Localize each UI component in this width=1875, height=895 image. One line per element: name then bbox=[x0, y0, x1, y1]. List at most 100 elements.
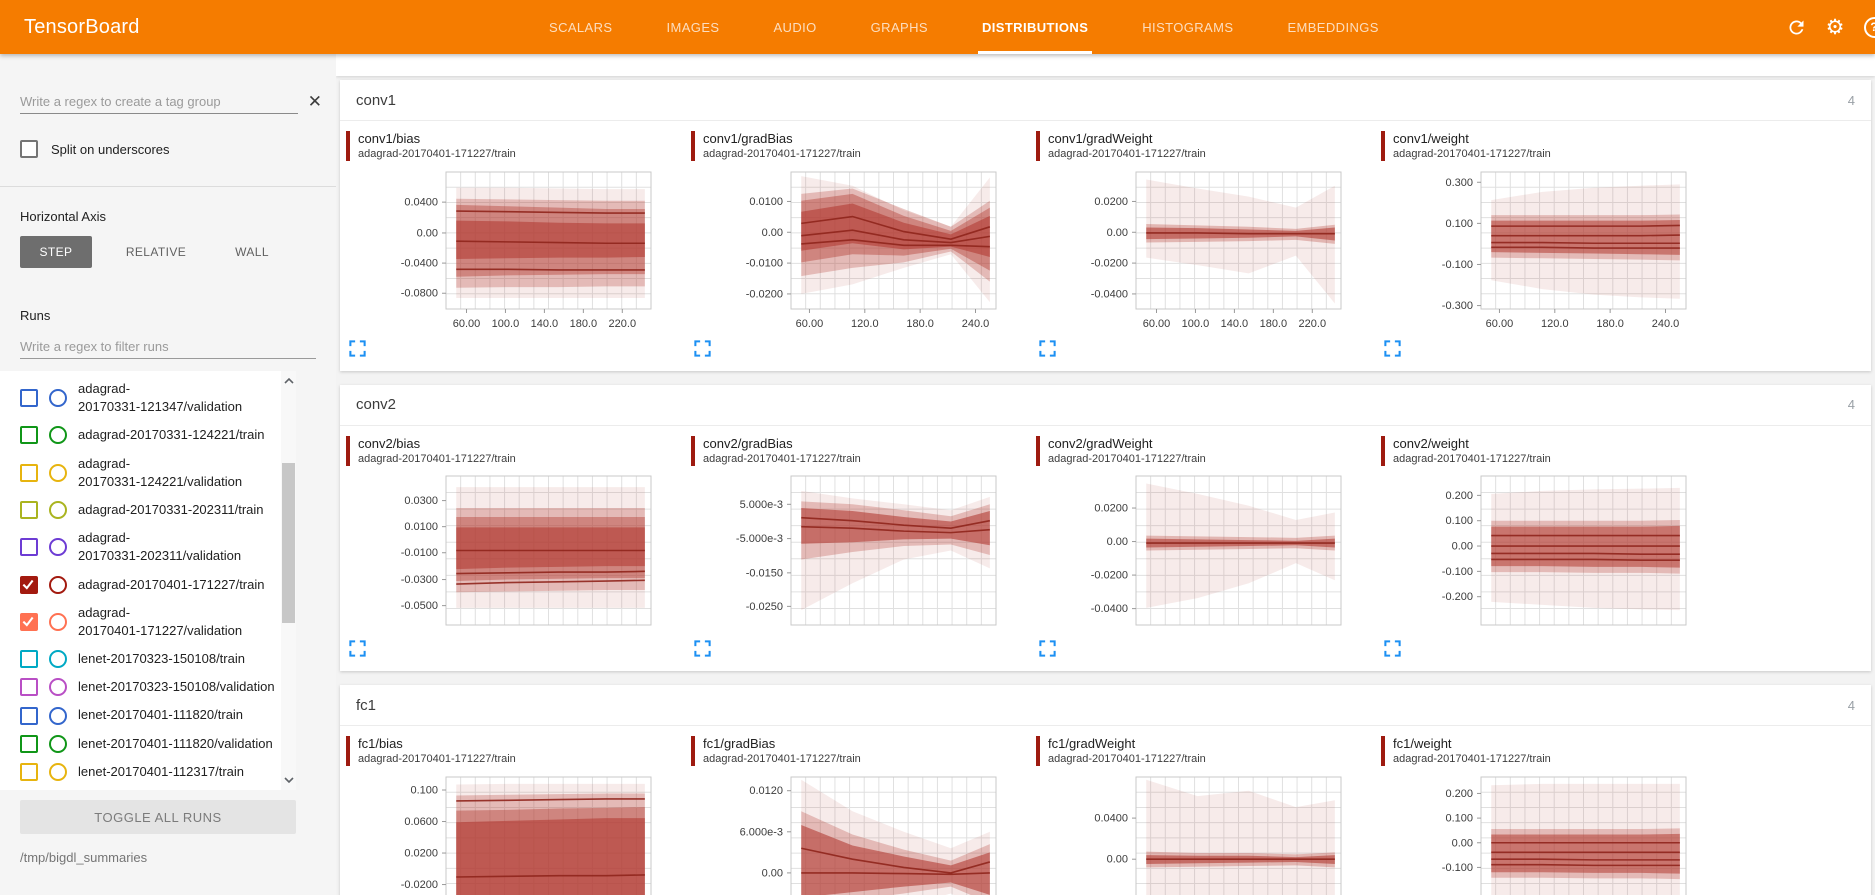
run-checkbox[interactable] bbox=[20, 538, 38, 557]
run-label: lenet-20170401-111820/train bbox=[78, 707, 244, 723]
run-checkbox[interactable] bbox=[20, 706, 38, 725]
expand-icon[interactable] bbox=[348, 339, 368, 359]
run-radio[interactable] bbox=[49, 501, 67, 520]
nav-tab-label: HISTOGRAMS bbox=[1142, 19, 1234, 35]
svg-text:0.200: 0.200 bbox=[1445, 490, 1473, 502]
nav-tab[interactable]: SCALARS bbox=[545, 0, 617, 54]
distribution-plot[interactable]: 0.0200 0.00 -0.0200 -0.0400 60.00 100.0 140.0 1… bbox=[1036, 166, 1366, 333]
svg-text:180.0: 180.0 bbox=[570, 318, 598, 330]
run-checkbox[interactable] bbox=[20, 463, 38, 482]
run-list-item[interactable]: adagrad- 20170331-124221/validation bbox=[20, 450, 296, 496]
distribution-chart: conv1/gradWeight adagrad-20170401-171227… bbox=[1036, 131, 1381, 367]
svg-text:-0.0500: -0.0500 bbox=[401, 600, 438, 612]
run-radio[interactable] bbox=[49, 389, 67, 408]
expand-icon[interactable] bbox=[1038, 639, 1058, 659]
run-radio[interactable] bbox=[49, 706, 67, 725]
axis-button-relative[interactable]: RELATIVE bbox=[125, 245, 187, 259]
nav-tab[interactable]: DISTRIBUTIONS bbox=[977, 0, 1093, 54]
run-list-item[interactable]: lenet-20170323-150108/train bbox=[20, 645, 296, 673]
distribution-plot[interactable]: 5.000e-3 -5.000e-3 -0.0150 -0.0250 bbox=[691, 470, 1021, 633]
run-radio[interactable] bbox=[49, 678, 67, 697]
distribution-plot[interactable]: 0.100 0.0600 0.0200 -0.0200 bbox=[346, 771, 676, 895]
axis-button-step[interactable]: STEP bbox=[20, 236, 92, 268]
run-list-item[interactable]: adagrad- 20170331-121347/validation bbox=[20, 375, 296, 421]
distribution-plot[interactable]: 0.0400 0.00 -0.0400 -0.0800 60.00 100.0 140.0 1… bbox=[346, 166, 676, 333]
tag-regex-input[interactable] bbox=[20, 90, 298, 114]
svg-text:-0.0200: -0.0200 bbox=[746, 288, 783, 300]
expand-icon[interactable] bbox=[1383, 639, 1403, 659]
run-checkbox[interactable] bbox=[20, 501, 38, 520]
runs-scrollbar[interactable] bbox=[281, 371, 296, 790]
toggle-all-runs-button[interactable]: TOGGLE ALL RUNS bbox=[20, 800, 296, 834]
svg-text:-0.0100: -0.0100 bbox=[401, 547, 438, 559]
close-icon[interactable]: ✕ bbox=[307, 92, 322, 111]
svg-text:0.0600: 0.0600 bbox=[404, 816, 438, 828]
distribution-plot[interactable]: 0.200 0.100 0.00 -0.100 bbox=[1381, 771, 1711, 895]
run-list-item[interactable]: adagrad- 20170331-202311/validation bbox=[20, 524, 296, 570]
nav-tab-label: SCALARS bbox=[549, 19, 613, 35]
run-list-item[interactable]: lenet-20170401-112317/validation bbox=[20, 786, 296, 790]
distribution-plot[interactable]: 0.300 0.100 -0.100 -0.300 60.00 120.0 180.0 240… bbox=[1381, 166, 1711, 333]
distribution-chart: conv1/gradBias adagrad-20170401-171227/t… bbox=[691, 131, 1036, 367]
nav-tab[interactable]: IMAGES bbox=[663, 0, 724, 54]
run-checkbox[interactable] bbox=[20, 389, 38, 408]
distribution-plot[interactable]: 0.0200 0.00 -0.0200 -0.0400 bbox=[1036, 470, 1366, 633]
scroll-down-icon[interactable] bbox=[281, 772, 296, 788]
run-radio[interactable] bbox=[49, 734, 67, 753]
run-list-item[interactable]: adagrad- 20170401-171227/validation bbox=[20, 599, 296, 645]
help-icon[interactable]: ? bbox=[1863, 16, 1875, 38]
split-underscores-checkbox[interactable] bbox=[20, 140, 38, 158]
run-label: lenet-20170401-111820/validation bbox=[78, 735, 273, 751]
nav-tab[interactable]: EMBEDDINGS bbox=[1283, 0, 1382, 54]
nav-tab[interactable]: AUDIO bbox=[769, 0, 820, 54]
run-radio[interactable] bbox=[49, 575, 67, 594]
run-checkbox[interactable] bbox=[20, 426, 38, 445]
run-checkbox[interactable] bbox=[20, 678, 38, 697]
run-color-bar bbox=[691, 131, 695, 161]
run-radio[interactable] bbox=[49, 426, 67, 445]
expand-icon[interactable] bbox=[693, 639, 713, 659]
expand-icon[interactable] bbox=[1038, 339, 1058, 359]
run-checkbox[interactable] bbox=[20, 575, 38, 594]
scrollbar-thumb[interactable] bbox=[282, 463, 295, 623]
section-header[interactable]: conv1 4 bbox=[340, 80, 1871, 121]
run-list-item[interactable]: adagrad-20170331-124221/train bbox=[20, 421, 296, 449]
run-radio[interactable] bbox=[49, 538, 67, 557]
run-checkbox[interactable] bbox=[20, 650, 38, 669]
svg-text:-0.0400: -0.0400 bbox=[1091, 603, 1128, 615]
nav-tab[interactable]: HISTOGRAMS bbox=[1138, 0, 1237, 54]
run-radio[interactable] bbox=[49, 762, 67, 781]
run-list-item[interactable]: lenet-20170401-111820/validation bbox=[20, 730, 296, 758]
run-radio[interactable] bbox=[49, 612, 67, 631]
runs-filter-input[interactable] bbox=[20, 335, 316, 359]
expand-icon[interactable] bbox=[348, 639, 368, 659]
run-checkbox[interactable] bbox=[20, 612, 38, 631]
run-checkbox[interactable] bbox=[20, 762, 38, 781]
distribution-plot[interactable]: 0.0300 0.0100 -0.0100 -0.0300 -0.0500 bbox=[346, 470, 676, 633]
distribution-plot[interactable]: 0.0100 0.00 -0.0100 -0.0200 60.00 120.0 180.0 2… bbox=[691, 166, 1021, 333]
split-underscores-row[interactable]: Split on underscores bbox=[20, 140, 316, 158]
run-list-item[interactable]: lenet-20170401-112317/train bbox=[20, 758, 296, 786]
run-radio[interactable] bbox=[49, 650, 67, 669]
distribution-plot[interactable]: 0.0120 6.000e-3 0.00 bbox=[691, 771, 1021, 895]
svg-text:0.200: 0.200 bbox=[1445, 788, 1473, 800]
run-list-item[interactable]: lenet-20170323-150108/validation bbox=[20, 673, 296, 701]
distribution-chart: conv1/bias adagrad-20170401-171227/train… bbox=[346, 131, 691, 367]
section-header[interactable]: fc1 4 bbox=[340, 685, 1871, 727]
run-radio[interactable] bbox=[49, 463, 67, 482]
run-list-item[interactable]: adagrad-20170401-171227/train bbox=[20, 571, 296, 599]
axis-button-wall[interactable]: WALL bbox=[235, 245, 269, 259]
section-header[interactable]: conv2 4 bbox=[340, 385, 1871, 426]
check-icon bbox=[22, 579, 34, 590]
expand-icon[interactable] bbox=[693, 339, 713, 359]
expand-icon[interactable] bbox=[1383, 339, 1403, 359]
nav-tab[interactable]: GRAPHS bbox=[867, 0, 932, 54]
run-list-item[interactable]: lenet-20170401-111820/train bbox=[20, 701, 296, 729]
run-checkbox[interactable] bbox=[20, 734, 38, 753]
refresh-icon[interactable] bbox=[1785, 16, 1807, 38]
distribution-plot[interactable]: 0.200 0.100 0.00 -0.100 -0.200 bbox=[1381, 470, 1711, 633]
run-list-item[interactable]: adagrad-20170331-202311/train bbox=[20, 496, 296, 524]
settings-icon[interactable]: ⚙ bbox=[1825, 15, 1845, 39]
scroll-up-icon[interactable] bbox=[281, 373, 296, 389]
